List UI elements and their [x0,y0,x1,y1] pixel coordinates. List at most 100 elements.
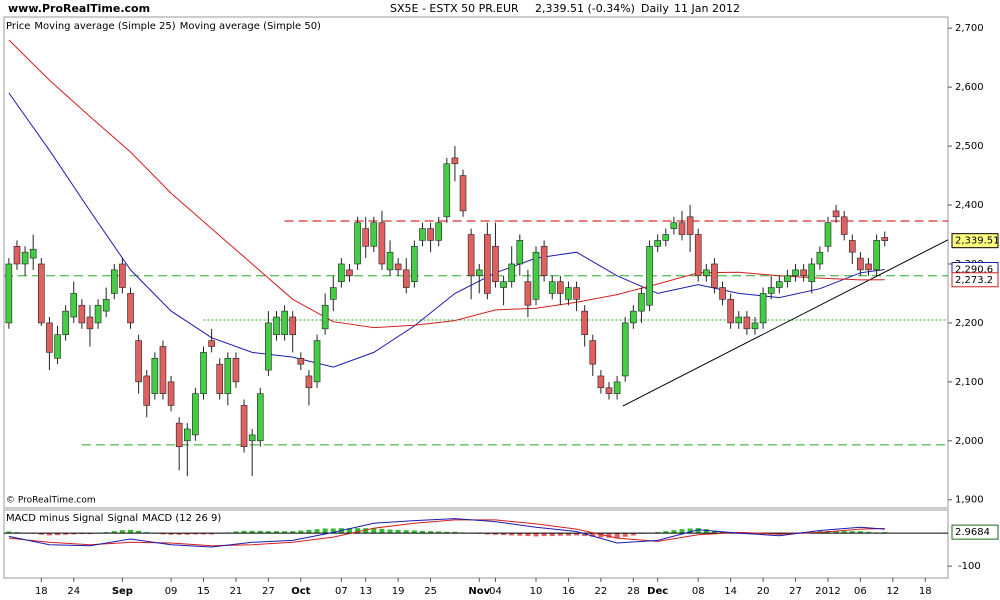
macd-last-label: 2.9684 [955,527,990,538]
x-tick-label: 20 [757,586,770,597]
x-tick-label: Dec [647,586,668,597]
candle-body [654,240,661,247]
candle-body [792,269,799,277]
candle-body [597,375,605,389]
candle-body [759,293,767,324]
histogram-bar [201,533,207,535]
macd-line [8,518,885,548]
x-tick-label: Oct [291,586,310,597]
candle-body [832,210,840,218]
histogram-bar [346,528,352,534]
x-tick-label: 22 [595,586,608,597]
histogram-bar [322,528,328,534]
legend-entry: Price [6,21,30,32]
quote: 2,339.51 (-0.34%) [535,2,635,15]
candle-body [735,316,743,324]
histogram-bar [679,529,685,534]
date: 11 Jan 2012 [674,2,740,15]
candle-body [865,263,872,271]
histogram-bar [549,533,555,537]
candle-body [800,269,807,277]
candle-body [427,228,434,241]
histogram-bar [606,533,612,538]
candle-body [200,352,207,394]
histogram-bar [71,533,77,535]
candle-body [370,222,378,247]
y-tick-label: 2,700 [955,23,984,34]
candle-body [500,281,507,288]
candle-body [630,310,637,324]
x-tick-label: 12 [886,586,899,597]
histogram-bar [866,531,872,534]
y-tick-label: 2,000 [955,436,984,447]
histogram-bar [282,531,288,534]
candle-body [816,251,824,265]
histogram-bar [111,531,117,534]
legend-entry: Moving average (Simple 50) [180,21,321,32]
candle-body [143,375,151,406]
histogram-bar [582,533,588,537]
histogram-bar [428,531,434,534]
x-tick-label: 21 [230,586,243,597]
histogram-bar [411,530,417,534]
candle-body [605,387,613,394]
x-tick-label: 27 [262,586,275,597]
candle-body [557,281,564,294]
y-tick-label: 2,600 [955,82,984,93]
histogram-bar [419,530,425,534]
candle-body [751,322,759,330]
candle-body [5,263,13,324]
histogram-bar [857,531,863,534]
candle-body [13,245,21,265]
candle-body [102,299,110,312]
histogram-bar [38,533,44,535]
candle-body [411,245,418,282]
x-tick-label: 15 [197,586,210,597]
histogram-bar [833,531,839,534]
histogram-bar [590,533,596,537]
histogram-bar [720,531,726,534]
legend-entry: MACD minus Signal [6,513,103,524]
candle-body [362,228,370,247]
candle-body [492,245,499,282]
candle-body [613,381,621,394]
x-tick-label: 25 [424,586,437,597]
candle-body [670,222,678,229]
histogram-bar [533,533,539,537]
candle-body [119,263,126,288]
histogram-bar [630,533,636,536]
candle-body [29,248,37,259]
candle-body [151,357,159,394]
histogram-bar [557,533,563,536]
candle-body [321,304,329,330]
histogram-bar [355,528,361,534]
histogram-bar [622,533,628,537]
candle-body [289,316,297,336]
histogram-bar [663,531,669,534]
histogram-bar [176,533,182,535]
candle-body [524,281,532,306]
candle-body [808,263,816,282]
candle-body [208,340,215,347]
candle-body [857,257,864,271]
histogram-bar [703,529,709,534]
last-price-label-box [951,233,999,249]
candle-body [451,157,459,165]
macd-last-label-box [951,524,999,540]
candle-body [21,251,29,265]
candle-body [694,234,702,277]
ma-last-label-box [951,272,999,288]
x-tick-label: 28 [627,586,640,597]
histogram-bar [330,528,336,534]
candle-body [70,293,78,318]
histogram-bar [265,531,271,534]
candle-body [46,322,53,353]
histogram-bar [46,533,52,536]
candle-body [94,304,102,324]
candle-body [484,234,491,294]
histogram-bar [395,529,401,534]
candle-body [248,434,256,442]
histogram-bar [306,529,312,534]
x-tick-label: 24 [67,586,80,597]
histogram-bar [119,530,125,534]
